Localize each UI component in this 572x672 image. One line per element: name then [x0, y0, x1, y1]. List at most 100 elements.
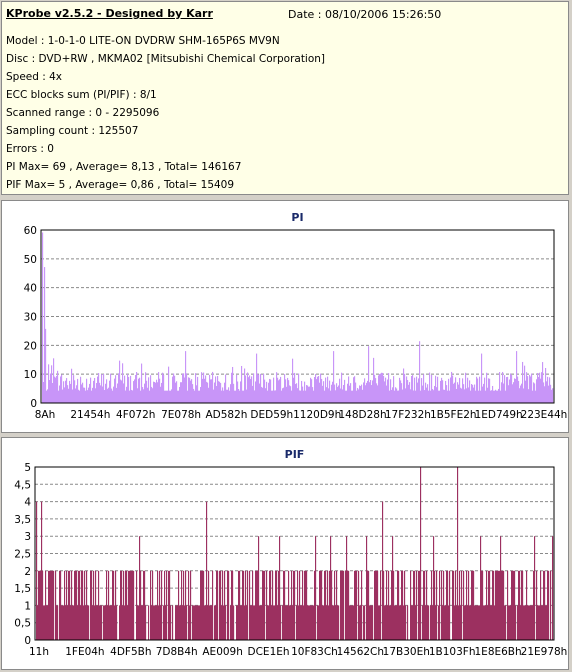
data-bar: [488, 378, 490, 403]
data-bar: [99, 605, 101, 640]
data-bar: [442, 380, 444, 403]
data-bar: [130, 570, 132, 640]
data-bar: [184, 605, 186, 640]
data-bar: [204, 605, 206, 640]
data-bar: [135, 375, 137, 403]
data-bar: [457, 467, 459, 640]
data-bar: [494, 605, 496, 640]
data-bar: [152, 388, 154, 403]
data-bar: [144, 570, 146, 640]
data-bar: [315, 536, 317, 640]
data-bar: [460, 605, 462, 640]
data-bar: [507, 376, 509, 403]
data-bar: [530, 376, 532, 403]
data-bar: [325, 377, 327, 403]
data-bar: [314, 570, 316, 640]
data-bar: [400, 380, 402, 403]
data-bar: [547, 376, 549, 403]
data-bar: [374, 570, 376, 640]
data-bar: [420, 390, 422, 403]
data-bar: [74, 380, 76, 403]
data-bar: [330, 390, 332, 403]
data-bar: [550, 384, 552, 403]
data-bar: [493, 570, 495, 640]
data-bar: [340, 388, 342, 403]
data-bar: [488, 570, 490, 640]
data-bar: [158, 605, 160, 640]
data-bar: [472, 384, 474, 403]
data-bar: [81, 570, 83, 640]
data-bar: [276, 570, 278, 640]
data-bar: [336, 383, 338, 403]
data-bar: [133, 381, 135, 403]
data-bar: [521, 570, 523, 640]
data-bar: [399, 605, 401, 640]
data-bar: [203, 372, 205, 403]
data-bar: [130, 375, 132, 403]
data-bar: [273, 377, 275, 403]
data-bar: [227, 570, 229, 640]
data-bar: [532, 390, 534, 403]
data-bar: [269, 378, 271, 403]
data-bar: [36, 501, 38, 640]
data-bar: [472, 570, 474, 640]
data-bar: [397, 390, 399, 403]
data-bar: [463, 570, 465, 640]
data-bar: [61, 374, 63, 403]
x-tick-label: DCE1Eh: [248, 646, 290, 658]
data-bar: [370, 380, 372, 403]
data-bar: [144, 383, 146, 403]
data-bar: [429, 372, 431, 403]
data-bar: [191, 379, 193, 403]
data-bar: [386, 385, 388, 403]
data-bar: [180, 605, 182, 640]
data-bar: [468, 570, 470, 640]
data-bar: [237, 605, 239, 640]
data-bar: [380, 570, 382, 640]
data-bar: [56, 375, 58, 403]
data-bar: [66, 570, 68, 640]
data-bar: [204, 378, 206, 403]
data-bar: [317, 605, 319, 640]
data-bar: [57, 370, 59, 403]
data-bar: [416, 376, 418, 403]
data-bar: [525, 605, 527, 640]
data-bar: [348, 376, 350, 403]
data-bar: [318, 605, 320, 640]
data-bar: [334, 384, 336, 403]
data-bar: [404, 570, 406, 640]
data-bar: [124, 375, 126, 403]
data-bar: [478, 390, 480, 403]
data-bar: [497, 390, 499, 403]
data-bar: [183, 373, 185, 403]
data-bar: [412, 605, 414, 640]
data-bar: [281, 390, 283, 403]
data-bar: [377, 385, 379, 403]
data-bar: [527, 605, 529, 640]
x-tick-label: 21E978h: [521, 646, 568, 658]
data-bar: [494, 390, 496, 403]
data-bar: [84, 387, 86, 403]
data-bar: [65, 380, 67, 403]
data-bar: [344, 379, 346, 403]
data-bar: [332, 605, 334, 640]
data-bar: [377, 570, 379, 640]
data-bar: [124, 605, 126, 640]
x-tick-label: 1B103Fh: [429, 646, 476, 658]
data-bar: [55, 570, 57, 640]
data-bar: [297, 570, 299, 640]
data-bar: [218, 381, 220, 403]
data-bar: [440, 380, 442, 403]
data-bar: [63, 605, 65, 640]
data-bar: [236, 605, 238, 640]
data-bar: [379, 605, 381, 640]
data-bar: [355, 570, 357, 640]
data-bar: [458, 605, 460, 640]
data-bar: [101, 605, 103, 640]
data-bar: [231, 570, 233, 640]
data-bar: [312, 387, 314, 403]
data-bar: [359, 385, 361, 403]
data-bar: [85, 390, 87, 403]
data-bar: [276, 372, 278, 403]
data-bar: [518, 570, 520, 640]
